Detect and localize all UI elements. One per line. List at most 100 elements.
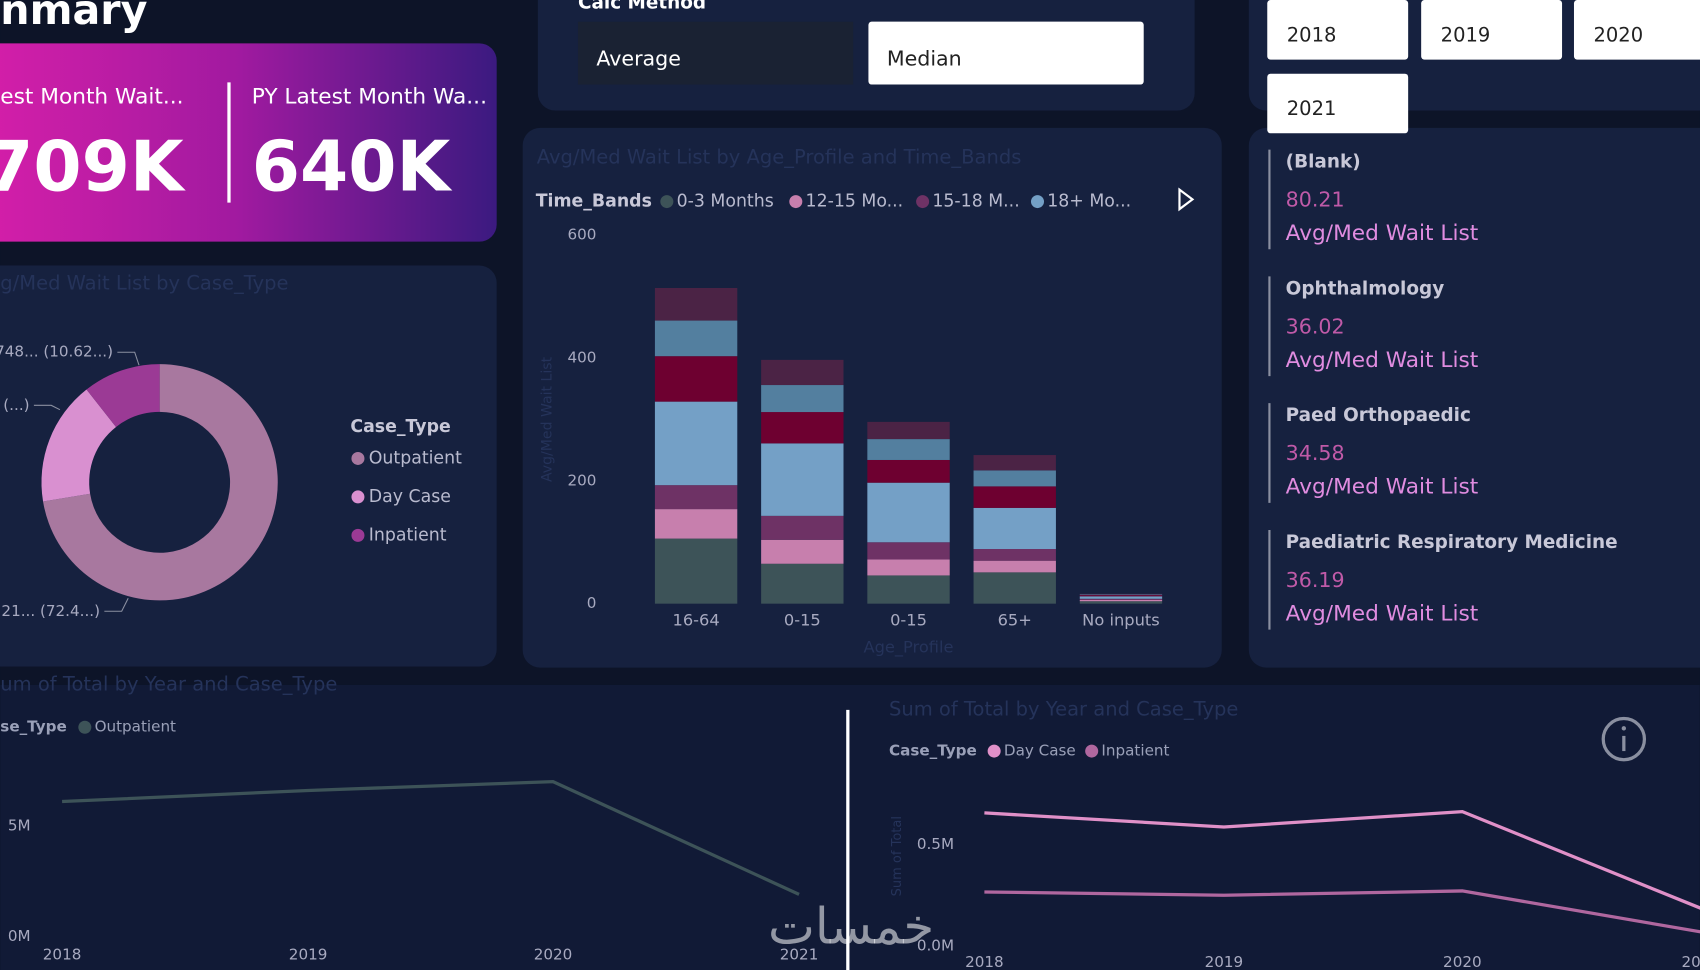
bar-segment [761,412,844,444]
line-series [62,779,800,896]
bar-segment [973,507,1056,550]
kpi-panel [0,43,497,242]
card-label: Avg/Med Wait List [1286,602,1479,627]
legend-title: Time_Bands [536,192,652,212]
line-series [984,810,1700,910]
kpi-label: est Month Wait... [0,85,183,110]
page-title: nmary [0,0,147,34]
x-tick-label: 2019 [289,945,328,963]
legend-marker [660,195,674,209]
bar-segment [867,439,950,460]
x-axis-title: Age_Profile [863,638,953,658]
legend-marker [78,720,92,734]
x-tick-label: 2019 [1205,953,1244,970]
bar-segment [654,401,738,486]
chart-title: Avg/Med Wait List by Age_Profile and Tim… [537,146,1022,169]
legend-label: Inpatient [1101,742,1169,760]
year-button[interactable] [1573,0,1700,60]
data-label: .21... (72.4...) [0,602,100,620]
card-label: Avg/Med Wait List [1286,475,1479,500]
bar-segment [654,356,738,402]
year-label[interactable]: 2018 [1287,23,1337,46]
option-button[interactable] [868,21,1144,85]
bar-segment [867,459,950,483]
x-tick-label: 2021 [1681,953,1700,970]
bar-segment [1079,598,1163,600]
chart-title: g/Med Wait List by Case_Type [0,271,288,294]
year-button[interactable] [1267,0,1409,60]
bar-segment [654,509,738,539]
year-label[interactable]: 2020 [1593,23,1643,46]
data-label: (...) [3,396,29,414]
bar-segment [867,575,950,604]
x-tick-label: 2020 [534,945,573,963]
legend-label: Outpatient [95,718,176,736]
bar-segment [654,320,738,357]
x-tick-label: No inputs [1082,611,1160,630]
legend-marker [351,490,365,504]
year-label[interactable]: 2019 [1441,23,1491,46]
legend-label: Day Case [1004,742,1076,760]
y-axis-title: Avg/Med Wait List [540,356,556,482]
bar-segment [867,421,950,440]
x-tick-label: 0-15 [784,611,821,630]
legend-marker [1085,744,1099,758]
bar-segment [1079,596,1163,599]
card-name: (Blank) [1286,152,1361,173]
legend-label: Day Case [369,487,451,507]
bar-segment [867,559,950,576]
y-tick-label: 400 [567,349,596,367]
bar-segment [654,485,738,510]
card-label: Avg/Med Wait List [1286,348,1479,373]
x-tick-label: 2021 [780,945,819,963]
bar-segment [761,385,844,413]
chart-title: Sum of Total by Year and Case_Type [889,697,1238,720]
bar-segment [1079,594,1163,596]
year-button[interactable] [1421,0,1563,60]
x-tick-label: 0-15 [890,611,927,630]
bar-segment [761,563,844,604]
kpi-value: 709K [0,127,186,207]
legend-title: Case_Type [889,742,977,760]
legend-scroll-arrow[interactable] [1178,187,1195,212]
bar-segment [973,486,1056,508]
card-label: Avg/Med Wait List [1286,221,1479,246]
bar-segment [1079,593,1163,595]
legend-title: se_Type [0,718,66,736]
bar-segment [973,455,1056,471]
y-tick-label: 5M [8,816,31,834]
legend-marker [789,195,803,209]
bar-segment [1079,601,1163,604]
info-icon[interactable] [1601,716,1647,762]
y-tick-label: 200 [567,471,596,489]
legend-marker [1030,195,1044,209]
option-label[interactable]: Average [596,47,681,71]
bar-segment [1079,595,1163,597]
y-tick-label: 0 [587,594,597,612]
legend-label: Inpatient [369,525,447,545]
kpi-value: 640K [252,127,453,207]
card-value: 34.58 [1286,441,1345,465]
bar-segment [761,539,844,564]
year-button[interactable] [1267,73,1409,134]
card-value: 36.02 [1286,314,1345,338]
x-tick-label: 2020 [1443,953,1482,970]
bar-segment [761,515,844,540]
card-panel [1248,127,1700,668]
option-label[interactable]: Median [887,47,962,71]
bar-segment [973,572,1056,604]
option-button[interactable] [577,21,854,85]
legend-label: 18+ Mo... [1047,192,1131,212]
legend-marker [351,528,365,542]
legend-marker [351,451,365,465]
y-tick-label: 0.5M [917,835,954,853]
bar-segment [973,560,1056,573]
leader-line [117,351,140,366]
slicer-title: Calc Method [578,0,706,13]
y-tick-label: 600 [567,226,596,244]
year-label[interactable]: 2021 [1287,97,1337,120]
legend-title: Case_Type [350,417,450,437]
bottom-panel [0,684,1700,970]
x-tick-label: 16-64 [672,611,719,630]
